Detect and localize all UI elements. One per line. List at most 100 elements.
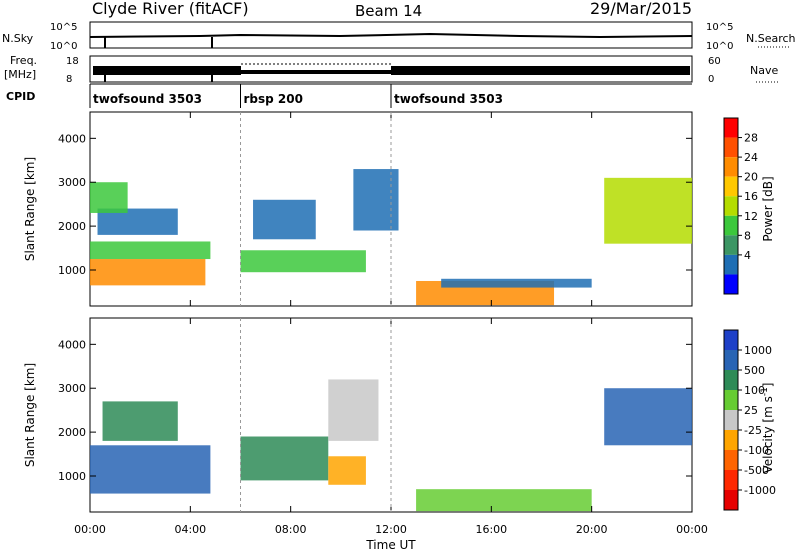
cpid-segment-name: twofsound 3503 xyxy=(93,92,202,106)
colorbar-segment xyxy=(724,235,738,255)
scatter-patch xyxy=(416,489,592,512)
scatter-patch xyxy=(240,436,329,481)
colorbar-tick-label: -1000 xyxy=(744,484,776,497)
colorbar-tick-label: -25 xyxy=(744,424,762,437)
scatter-patch xyxy=(90,241,211,260)
colorbar-tick-label: 100 xyxy=(744,384,765,397)
nsearch-tick-bottom: 10^0 xyxy=(706,41,733,52)
colorbar-tick-label: 16 xyxy=(744,190,758,203)
colorbar-segment xyxy=(724,157,738,177)
x-tick-label: 20:00 xyxy=(576,523,608,536)
colorbar-segment xyxy=(724,450,738,470)
freq-band-1 xyxy=(93,66,241,75)
velocity-colorbar: 1000 500 100 25 -25 -100 -500 -1000 xyxy=(723,329,776,511)
y-tick-label: 4000 xyxy=(58,132,86,145)
scatter-patch xyxy=(353,169,399,231)
scatter-patch xyxy=(90,445,211,494)
colorbar-segment xyxy=(724,370,738,390)
y-tick-label: 3000 xyxy=(58,176,86,189)
y-tick-label: 2000 xyxy=(58,426,86,439)
colorbar-frame xyxy=(723,329,739,511)
colorbar-segment xyxy=(724,430,738,450)
colorbar-segment xyxy=(724,254,738,275)
time-xlabel: Time UT xyxy=(365,538,416,552)
scatter-patch xyxy=(441,278,592,288)
x-tick-label: 00:00 xyxy=(74,523,106,536)
colorbar-segment xyxy=(724,196,738,216)
nsearch-tick-top: 10^5 xyxy=(706,22,733,33)
cpid-label: CPID xyxy=(6,90,35,103)
velocity-scale-label-sup: -1 xyxy=(760,387,770,396)
colorbar-segment xyxy=(724,118,738,138)
colorbar-tick-label: 8 xyxy=(744,229,751,242)
nave-label: Nave xyxy=(750,64,778,77)
freq-frame xyxy=(89,55,693,83)
velocity-scale-label: Velocity [m s-1] xyxy=(760,383,775,474)
velocity-ylabel: Slant Range [km] xyxy=(23,363,37,467)
scatter-patch xyxy=(253,199,316,240)
y-tick-label: 1000 xyxy=(58,470,86,483)
nsky-label: N.Sky xyxy=(2,32,34,45)
scatter-patch xyxy=(90,182,128,213)
x-tick-label: 16:00 xyxy=(475,523,507,536)
colorbar-tick-label: 24 xyxy=(744,151,758,164)
colorbar-tick-label: 4 xyxy=(744,249,751,262)
scatter-patch xyxy=(604,177,692,244)
freq-tick-bottom: 8 xyxy=(66,74,72,85)
nave-tick-bottom: 0 xyxy=(708,74,714,85)
scatter-patch xyxy=(328,456,366,485)
colorbar-tick-label: 28 xyxy=(744,132,758,145)
nsky-tick-top: 10^5 xyxy=(50,22,77,33)
nsky-trace xyxy=(89,32,693,39)
nsearch-label: N.Search xyxy=(746,32,796,45)
scatter-patch xyxy=(240,250,366,273)
nave-tick-top: 60 xyxy=(708,56,721,67)
colorbar-tick-label: -100 xyxy=(744,444,769,457)
colorbar-tick-label: 12 xyxy=(744,210,758,223)
power-panel: 1000 2000 3000 4000 xyxy=(58,111,693,307)
colorbar-tick-label: 20 xyxy=(744,171,758,184)
colorbar-tick-label: 500 xyxy=(744,364,765,377)
nsky-frame xyxy=(89,21,693,49)
colorbar-segment xyxy=(724,137,738,158)
freq-band-2 xyxy=(241,70,391,74)
x-tick-label: 04:00 xyxy=(174,523,206,536)
colorbar-segment xyxy=(724,215,738,236)
cpid-segment-name: twofsound 3503 xyxy=(394,92,503,106)
colorbar-tick-label: -500 xyxy=(744,464,769,477)
power-ylabel: Slant Range [km] xyxy=(23,157,37,261)
date-title: 29/Mar/2015 xyxy=(590,0,692,18)
colorbar-segment xyxy=(724,470,738,490)
scatter-patch xyxy=(90,259,206,286)
nsky-tick-bottom: 10^0 xyxy=(50,41,77,52)
colorbar-segment xyxy=(724,350,738,370)
colorbar-segment xyxy=(724,410,738,430)
colorbar-segment xyxy=(724,390,738,410)
y-tick-label: 3000 xyxy=(58,382,86,395)
colorbar-segment xyxy=(724,490,738,510)
freq-tick-top: 18 xyxy=(66,56,79,67)
colorbar-segment xyxy=(724,176,738,197)
scatter-patch xyxy=(604,388,692,446)
y-tick-label: 1000 xyxy=(58,264,86,277)
colorbar-segment xyxy=(724,274,738,294)
velocity-scale-label-main: Velocity [m s xyxy=(761,396,775,473)
scatter-patch xyxy=(328,379,379,441)
velocity-scale-label-close: ] xyxy=(761,383,775,388)
velocity-panel: 1000 2000 3000 4000 xyxy=(58,317,693,513)
power-colorbar: 28 24 20 16 12 8 4 xyxy=(723,117,758,295)
nsky-panel: N.Sky 10^5 10^0 10^5 10^0 N.Search xyxy=(2,21,796,52)
colorbar-frame xyxy=(723,117,739,295)
colorbar-tick-label: 1000 xyxy=(744,344,772,357)
cpid-row: CPID twofsound 3503 rbsp 200 twofsound 350… xyxy=(6,83,692,108)
cpid-segment-name: rbsp 200 xyxy=(244,92,303,106)
freq-panel: Freq. [MHz] 18 8 60 0 Nave xyxy=(4,54,778,85)
colorbar-tick-label: 25 xyxy=(744,404,758,417)
x-tick-label: 00:00 xyxy=(676,523,708,536)
beam-title: Beam 14 xyxy=(355,2,422,20)
power-scale-label: Power [dB] xyxy=(761,176,775,241)
freq-band-3 xyxy=(391,66,690,75)
x-tick-label: 12:00 xyxy=(375,523,407,536)
colorbar-segment xyxy=(724,330,738,350)
